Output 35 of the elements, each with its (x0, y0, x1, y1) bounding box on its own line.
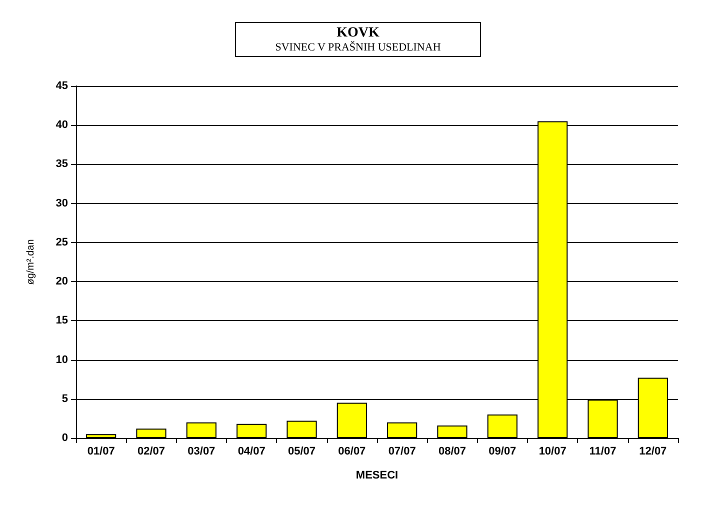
x-tick-label: 04/07 (238, 446, 266, 458)
y-tick-label: 40 (56, 119, 68, 132)
y-tick-label: 15 (56, 314, 68, 327)
x-tick-label: 08/07 (438, 446, 466, 458)
x-tick-label: 12/07 (639, 446, 667, 458)
x-tick-label: 07/07 (388, 446, 416, 458)
chart-subtitle: SVINEC V PRAŠNIH USEDLINAH (275, 40, 441, 54)
x-tick-label: 11/07 (589, 446, 616, 458)
bar (86, 434, 116, 438)
y-axis-title: øg/m².dan (26, 239, 36, 285)
x-tick-label: 03/07 (188, 446, 216, 458)
bar (186, 422, 216, 438)
bar (437, 425, 468, 438)
x-tick-label: 01/07 (87, 446, 115, 458)
bar (136, 428, 166, 438)
x-tick-label: 09/07 (488, 446, 516, 458)
x-tick-label: 05/07 (288, 446, 316, 458)
y-tick-label: 45 (56, 80, 68, 92)
y-tick-label: 5 (62, 392, 68, 405)
x-tick-label: 02/07 (137, 446, 166, 458)
bar (387, 422, 418, 438)
x-tick-label: 10/07 (538, 446, 566, 458)
y-tick-label: 30 (56, 197, 68, 210)
y-tick-label: 0 (62, 432, 68, 444)
chart-title: KOVK (336, 26, 380, 40)
bar (487, 414, 518, 438)
y-tick-label: 25 (56, 236, 68, 248)
bar (236, 424, 267, 438)
y-tick-label: 10 (56, 354, 68, 366)
bar (336, 402, 367, 438)
bar (286, 420, 317, 438)
y-tick-label: 35 (56, 158, 68, 170)
x-tick-label: 06/07 (338, 446, 366, 458)
x-axis-title: MESECI (356, 470, 398, 482)
y-tick-label: 20 (56, 276, 68, 288)
